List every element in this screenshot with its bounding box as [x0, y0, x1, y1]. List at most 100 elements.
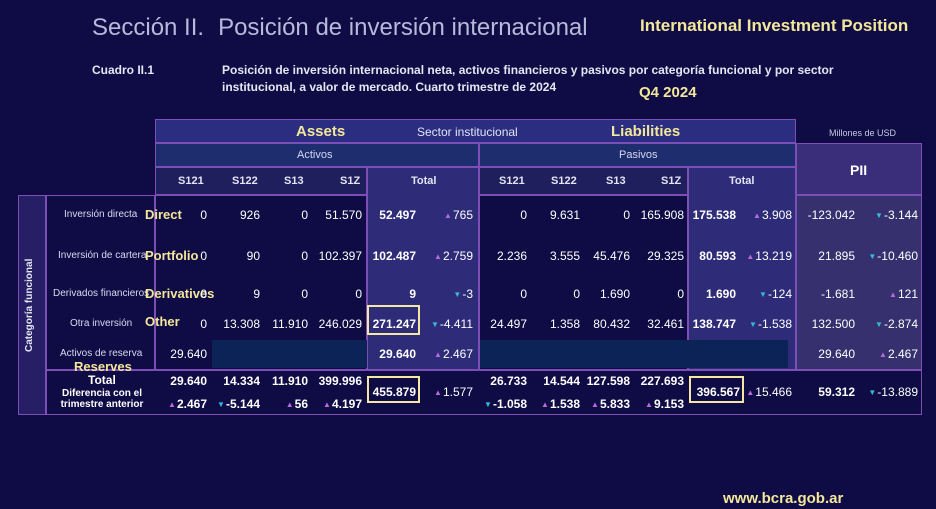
side-bar — [18, 195, 46, 415]
header-band — [155, 119, 796, 143]
total-cell: 26.733 — [490, 374, 527, 388]
section-title: Posición de inversión internacional — [218, 14, 588, 41]
cell: 0 — [520, 208, 527, 222]
pii-diff-cell: 121 — [860, 287, 918, 301]
pii-cell: -123.042 — [807, 208, 855, 222]
pii-diff-cell: -3.144 — [860, 208, 918, 222]
cell: 926 — [239, 208, 260, 222]
cell: 0 — [520, 287, 527, 301]
row-label: Activos de reserva — [60, 348, 143, 359]
diff-cell: 3.908 — [740, 208, 792, 222]
pii-diff-total: -13.889 — [860, 385, 918, 399]
reserve-empty-cells-liab — [480, 340, 788, 368]
total-cell: 9 — [409, 287, 416, 301]
pasivos-header — [479, 143, 796, 167]
col-header: S122 — [232, 175, 258, 187]
col-header: Total — [729, 175, 755, 187]
cell: 0 — [200, 317, 207, 331]
sector-label: Sector institucional — [417, 125, 518, 139]
cell: 3.555 — [549, 249, 580, 263]
cell: 24.497 — [490, 317, 527, 331]
cell: 45.476 — [593, 249, 630, 263]
diff-cell: 13.219 — [740, 249, 792, 263]
row-label: Inversión de cartera — [58, 250, 147, 261]
diff-cell: 9.153 — [632, 397, 684, 411]
liabilities-grid — [479, 195, 688, 370]
total-cell: 1.690 — [705, 287, 736, 301]
col-header: S13 — [606, 175, 626, 187]
cell: 246.029 — [318, 317, 362, 331]
website-link[interactable]: www.bcra.gob.ar — [723, 490, 844, 507]
col-header: S122 — [551, 175, 577, 187]
assets-annotation: Assets — [296, 123, 346, 140]
total-cell: 29.640 — [170, 374, 207, 388]
row-annotation: Portfolio — [145, 248, 199, 263]
diff-cell: -5.144 — [215, 397, 260, 411]
row-label: Inversión directa — [64, 209, 138, 220]
english-title-annotation: International Investment Position — [640, 16, 909, 35]
cell: 9 — [253, 287, 260, 301]
total-cell: 175.538 — [692, 208, 736, 222]
grand-total-assets: 455.879 — [372, 385, 416, 399]
total-cell: 11.910 — [271, 374, 308, 388]
pii-label: PII — [850, 162, 868, 178]
total-cell: 102.487 — [372, 249, 416, 263]
grand-total-liabilities: 396.567 — [696, 385, 740, 399]
quarter-annotation: Q4 2024 — [639, 84, 697, 101]
total-cell: 14.544 — [543, 374, 580, 388]
total-cell: 127.598 — [586, 374, 630, 388]
diff-cell: 15.466 — [740, 385, 792, 399]
highlight-box — [367, 305, 420, 335]
total-cell: 29.640 — [379, 347, 416, 361]
cell: 102.397 — [318, 249, 362, 263]
row-label: Derivados financieros — [53, 288, 150, 299]
row-annotation: Reserves — [74, 359, 132, 374]
cell: 29.325 — [647, 249, 684, 263]
pii-header — [796, 143, 922, 195]
cell: 0 — [355, 287, 362, 301]
pii-cell: 21.895 — [818, 249, 855, 263]
reserve-empty-cells — [212, 340, 367, 368]
row-annotation: Direct — [145, 207, 182, 222]
diff-cell: 1.577 — [425, 385, 473, 399]
col-header: S121 — [178, 175, 204, 187]
cell: 0 — [623, 208, 630, 222]
totals-box — [46, 370, 922, 415]
cell: 2.236 — [496, 249, 527, 263]
section-number: Sección II. — [92, 14, 205, 41]
row-annotation: Other — [145, 314, 180, 329]
highlight-box — [367, 376, 420, 403]
assets-col-header — [155, 167, 367, 195]
pii-total: 59.312 — [818, 385, 855, 399]
cell: 90 — [246, 249, 260, 263]
side-label: Categoría funcional — [24, 258, 35, 352]
cell: 0 — [573, 287, 580, 301]
col-header: S121 — [499, 175, 525, 187]
cell: 11.910 — [272, 317, 308, 331]
diff-cell: 765 — [425, 208, 473, 222]
total-cell: 399.996 — [318, 374, 362, 388]
liabilities-total-column — [688, 167, 796, 370]
pii-diff-cell: 2.467 — [860, 347, 918, 361]
activos-label: Activos — [297, 149, 333, 161]
table-number: Cuadro II.1 — [92, 63, 155, 77]
cell: 0 — [200, 249, 207, 263]
assets-grid — [155, 195, 367, 370]
diff-cell: -4.411 — [425, 317, 473, 331]
cell: 32.461 — [647, 317, 684, 331]
row-annotation: Derivatives — [145, 286, 215, 301]
cell: 0 — [200, 208, 207, 222]
cell: 0 — [301, 249, 308, 263]
cell: 9.631 — [549, 208, 580, 222]
cell: 1.358 — [549, 317, 580, 331]
liab-col-header — [479, 167, 688, 195]
assets-total-column — [367, 167, 479, 370]
cell: 0 — [301, 287, 308, 301]
pii-cell: 132.500 — [811, 317, 855, 331]
row-labels-column — [46, 195, 155, 370]
diff-cell: -3 — [425, 287, 473, 301]
cell: 80.432 — [593, 317, 630, 331]
total-cell: 227.693 — [640, 374, 684, 388]
total-cell: 14.334 — [223, 374, 260, 388]
cell: 13.308 — [223, 317, 260, 331]
